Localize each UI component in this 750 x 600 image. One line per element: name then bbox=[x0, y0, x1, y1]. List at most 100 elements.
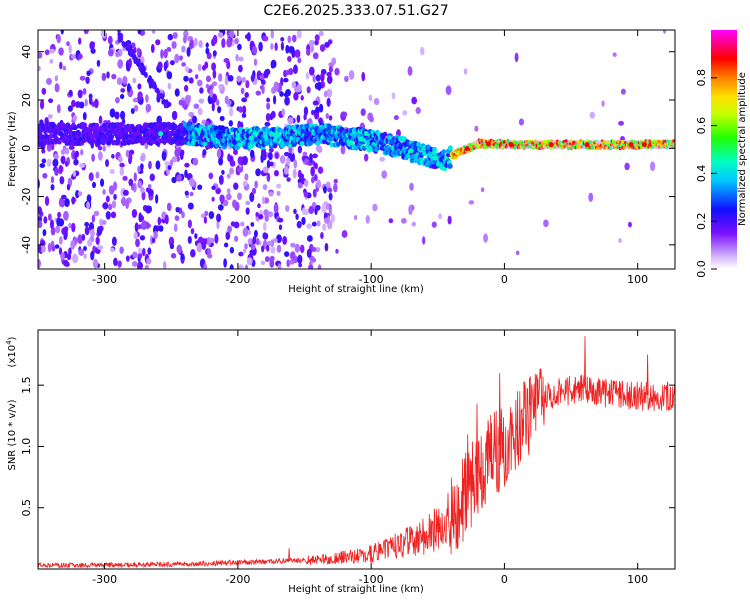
spectrogram-y-tick-label: 40 bbox=[20, 45, 33, 59]
spectrogram-cell bbox=[41, 87, 47, 95]
spectrogram-cell bbox=[340, 141, 346, 147]
spectrogram-cell bbox=[99, 225, 104, 232]
spectrogram-cell bbox=[43, 216, 48, 224]
snr-panel: -300 -200 -100 0 100 0.5 1.0 1.5 Height of str… bbox=[5, 329, 676, 595]
spectrogram-cell bbox=[297, 145, 303, 154]
spectrogram-cell bbox=[328, 115, 333, 121]
spectrogram-cell bbox=[95, 236, 100, 245]
spectrogram-cell bbox=[172, 123, 178, 130]
spectrogram-cell bbox=[270, 110, 276, 119]
spectrogram-cell bbox=[146, 257, 152, 265]
spectrogram-cell bbox=[267, 151, 273, 161]
spectrogram-cell bbox=[38, 52, 43, 59]
spectrogram-cell bbox=[107, 35, 113, 45]
spectrogram-cell bbox=[252, 45, 258, 55]
spectrogram-cell bbox=[201, 241, 207, 250]
spectrogram-cell bbox=[237, 43, 242, 51]
spectrogram-y-tick-label: -40 bbox=[20, 236, 33, 254]
spectrogram-cell bbox=[167, 33, 174, 41]
spectrogram-cell bbox=[321, 139, 327, 145]
spectrogram-cell bbox=[661, 140, 663, 150]
spectrogram-cell bbox=[60, 155, 66, 165]
spectrogram-cell bbox=[122, 140, 128, 146]
spectrogram-cell bbox=[218, 73, 223, 82]
spectrogram-cell bbox=[77, 53, 83, 60]
spectrogram-cell bbox=[229, 160, 236, 167]
spectrogram-cell bbox=[411, 221, 417, 227]
spectrogram-cell bbox=[186, 122, 192, 128]
spectrogram-cell bbox=[233, 149, 238, 155]
spectrogram-frame bbox=[37, 29, 676, 270]
spectrogram-cell bbox=[204, 210, 209, 217]
spectrogram-cell bbox=[297, 254, 303, 264]
spectrogram-cell bbox=[227, 225, 232, 233]
spectrogram-cell bbox=[208, 211, 215, 220]
spectrogram-cell bbox=[227, 75, 234, 82]
spectrogram-cell bbox=[333, 183, 338, 193]
spectrogram-cell bbox=[563, 140, 565, 150]
spectrogram-cell bbox=[373, 97, 380, 106]
spectrogram-cell bbox=[119, 121, 125, 127]
spectrogram-cell bbox=[40, 244, 46, 253]
spectrogram-peak bbox=[235, 136, 241, 142]
spectrogram-cell bbox=[538, 140, 541, 150]
snr-x-tick-label: -200 bbox=[225, 573, 250, 586]
spectrogram-cell bbox=[501, 140, 503, 149]
spectrogram-cell bbox=[286, 156, 291, 167]
spectrogram-cell bbox=[78, 248, 85, 256]
spectrogram-cell bbox=[111, 236, 117, 247]
spectrogram-cell bbox=[110, 247, 115, 252]
spectrogram-cell bbox=[285, 89, 292, 97]
snr-x-tick-label: -300 bbox=[92, 573, 117, 586]
spectrogram-cell bbox=[279, 155, 286, 164]
spectrogram-cell bbox=[83, 30, 89, 35]
spectrogram-cell bbox=[422, 236, 426, 245]
spectrogram-cell bbox=[279, 91, 284, 97]
spectrogram-cell bbox=[348, 70, 355, 80]
spectrogram-cell bbox=[153, 230, 158, 240]
spectrogram-cell bbox=[277, 263, 282, 269]
spectrogram-cell bbox=[325, 112, 329, 120]
spectrogram-cell bbox=[221, 38, 226, 49]
spectrogram-cell bbox=[295, 213, 299, 220]
spectrogram-x-tick-label: -300 bbox=[92, 273, 117, 286]
spectrogram-cell bbox=[89, 41, 95, 50]
spectrogram-cell bbox=[203, 262, 208, 269]
spectrogram-cell bbox=[44, 49, 50, 56]
spectrogram-cell bbox=[155, 87, 160, 94]
spectrogram-cell bbox=[217, 106, 222, 114]
spectrogram-cell bbox=[360, 108, 366, 116]
spectrogram-cell bbox=[221, 169, 225, 175]
spectrogram-peak bbox=[464, 146, 470, 152]
spectrogram-cell bbox=[160, 93, 164, 100]
spectrogram-cell bbox=[78, 37, 82, 45]
spectrogram-peak bbox=[584, 142, 590, 148]
spectrogram-cell bbox=[255, 90, 262, 96]
spectrogram-cell bbox=[562, 140, 564, 150]
spectrogram-cell bbox=[286, 177, 291, 182]
spectrogram-cell bbox=[169, 159, 174, 167]
spectrogram-cell bbox=[236, 192, 243, 201]
spectrogram-x-tick-label: -200 bbox=[225, 273, 250, 286]
spectrogram-cell bbox=[71, 196, 76, 205]
spectrogram-cell bbox=[95, 171, 100, 179]
spectrogram-cell bbox=[407, 66, 413, 76]
spectrogram-cell bbox=[662, 30, 667, 34]
spectrogram-cell bbox=[307, 131, 312, 137]
spectrogram-cell bbox=[97, 151, 103, 161]
spectrogram-cell bbox=[227, 153, 231, 162]
spectrogram-cell bbox=[72, 115, 78, 122]
spectrogram-cell bbox=[291, 81, 297, 89]
spectrogram-cell bbox=[83, 246, 87, 251]
spectrogram-cell bbox=[113, 257, 118, 267]
spectrogram-cell bbox=[365, 214, 370, 224]
spectrogram-cell bbox=[64, 160, 69, 167]
spectrogram-cell bbox=[322, 223, 327, 231]
spectrogram-cell bbox=[193, 103, 200, 109]
spectrogram-cell bbox=[276, 190, 281, 197]
spectrogram-cell bbox=[132, 77, 137, 84]
spectrogram-cell bbox=[318, 103, 324, 113]
spectrogram-cell bbox=[171, 110, 178, 121]
spectrogram-cell bbox=[133, 104, 139, 112]
spectrogram-cell bbox=[82, 122, 88, 128]
